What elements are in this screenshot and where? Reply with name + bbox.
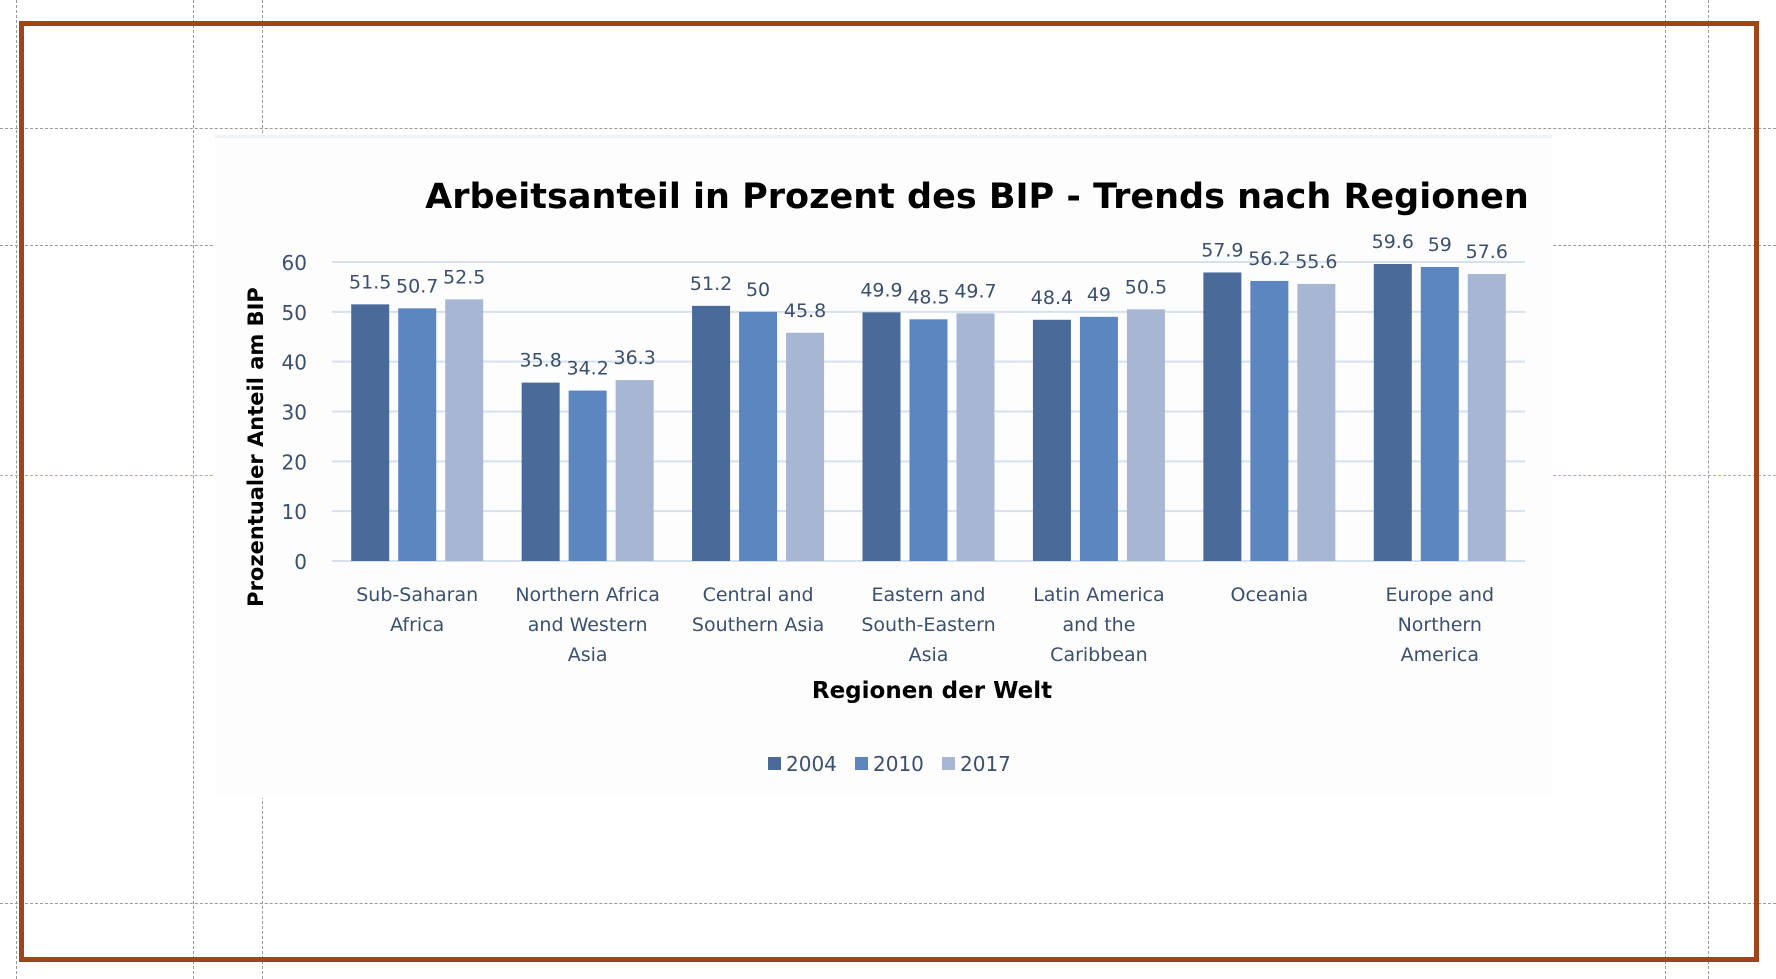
x-tick-label: Africa <box>390 614 444 636</box>
data-label: 55.6 <box>1295 251 1337 273</box>
data-label: 59 <box>1428 234 1452 256</box>
data-label: 50.7 <box>396 275 438 297</box>
y-tick-label: 30 <box>282 401 307 425</box>
guide-line-vertical <box>1708 0 1709 979</box>
legend-label: 2004 <box>786 752 837 776</box>
guide-line-vertical <box>1665 0 1666 979</box>
x-tick-label: Asia <box>909 644 949 666</box>
bar-2017 <box>615 380 654 561</box>
guide-line-vertical <box>193 0 194 979</box>
x-tick-label: Oceania <box>1231 584 1309 606</box>
bar-2004 <box>692 305 731 561</box>
bar-2010 <box>1079 316 1118 561</box>
bar-2004 <box>521 382 560 561</box>
y-tick-label: 0 <box>294 550 307 574</box>
data-label: 49.9 <box>860 279 902 301</box>
legend-swatch-2017 <box>942 757 955 770</box>
x-tick-label: Eastern and <box>872 584 986 606</box>
data-label: 49 <box>1087 284 1111 306</box>
data-label: 50 <box>746 279 770 301</box>
bar-2017 <box>1126 309 1165 561</box>
x-tick-label: Caribbean <box>1050 644 1148 666</box>
data-label: 35.8 <box>519 350 561 372</box>
x-tick-label: South-Eastern <box>861 614 995 636</box>
bar-2017 <box>445 299 484 561</box>
x-tick-label: Europe and <box>1385 584 1494 606</box>
slide-frame[interactable] <box>19 21 1759 962</box>
bar-2010 <box>398 308 437 561</box>
x-tick-label: Asia <box>568 644 608 666</box>
data-label: 48.5 <box>907 286 949 308</box>
bar-2004 <box>1032 319 1071 561</box>
bar-2017 <box>1467 273 1506 561</box>
y-tick-label: 40 <box>282 351 307 375</box>
data-label: 36.3 <box>613 347 655 369</box>
bar-2004 <box>1373 263 1412 561</box>
legend-swatch-2010 <box>855 757 868 770</box>
legend-swatch-2004 <box>768 757 781 770</box>
bar-2004 <box>351 304 390 561</box>
y-axis-label: Prozentualer Anteil am BIP <box>244 287 268 607</box>
bar-2010 <box>1250 280 1289 561</box>
y-tick-label: 60 <box>282 251 307 275</box>
x-tick-label: Northern <box>1398 614 1482 636</box>
bar-2010 <box>568 390 607 561</box>
y-tick-label: 20 <box>282 450 307 474</box>
x-tick-label: Southern Asia <box>692 614 824 636</box>
x-tick-label: and Western <box>528 614 648 636</box>
x-tick-label: and the <box>1062 614 1135 636</box>
guide-line-vertical <box>16 0 17 979</box>
data-label: 57.6 <box>1466 241 1508 263</box>
x-tick-label: Northern Africa <box>515 584 660 606</box>
data-label: 57.9 <box>1201 239 1243 261</box>
x-tick-label: Central and <box>703 584 814 606</box>
data-label: 45.8 <box>784 300 826 322</box>
bar-2017 <box>956 313 995 561</box>
legend-label: 2017 <box>960 752 1011 776</box>
bar-2017 <box>1297 283 1336 561</box>
y-tick-label: 50 <box>282 301 307 325</box>
data-label: 51.5 <box>349 271 391 293</box>
x-tick-label: America <box>1401 644 1479 666</box>
bar-2010 <box>909 319 948 561</box>
guide-line-horizontal <box>0 903 1776 904</box>
x-axis-label: Regionen der Welt <box>812 678 1052 704</box>
data-label: 34.2 <box>566 358 608 380</box>
y-tick-label: 10 <box>282 500 307 524</box>
data-label: 52.5 <box>443 266 485 288</box>
bar-2004 <box>1203 272 1242 561</box>
data-label: 50.5 <box>1125 276 1167 298</box>
data-label: 48.4 <box>1031 287 1073 309</box>
bar-2004 <box>862 312 901 561</box>
legend-label: 2010 <box>873 752 924 776</box>
guide-line-horizontal <box>0 128 1776 129</box>
x-tick-label: Latin America <box>1033 584 1164 606</box>
data-label: 56.2 <box>1248 248 1290 270</box>
bar-2010 <box>1420 266 1459 561</box>
data-label: 51.2 <box>690 273 732 295</box>
data-label: 49.7 <box>954 280 996 302</box>
data-label: 59.6 <box>1372 231 1414 253</box>
bar-2010 <box>739 311 778 561</box>
x-tick-label: Sub-Saharan <box>356 584 478 606</box>
chart-title: Arbeitsanteil in Prozent des BIP - Trend… <box>425 177 1529 217</box>
bar-2017 <box>786 332 825 561</box>
